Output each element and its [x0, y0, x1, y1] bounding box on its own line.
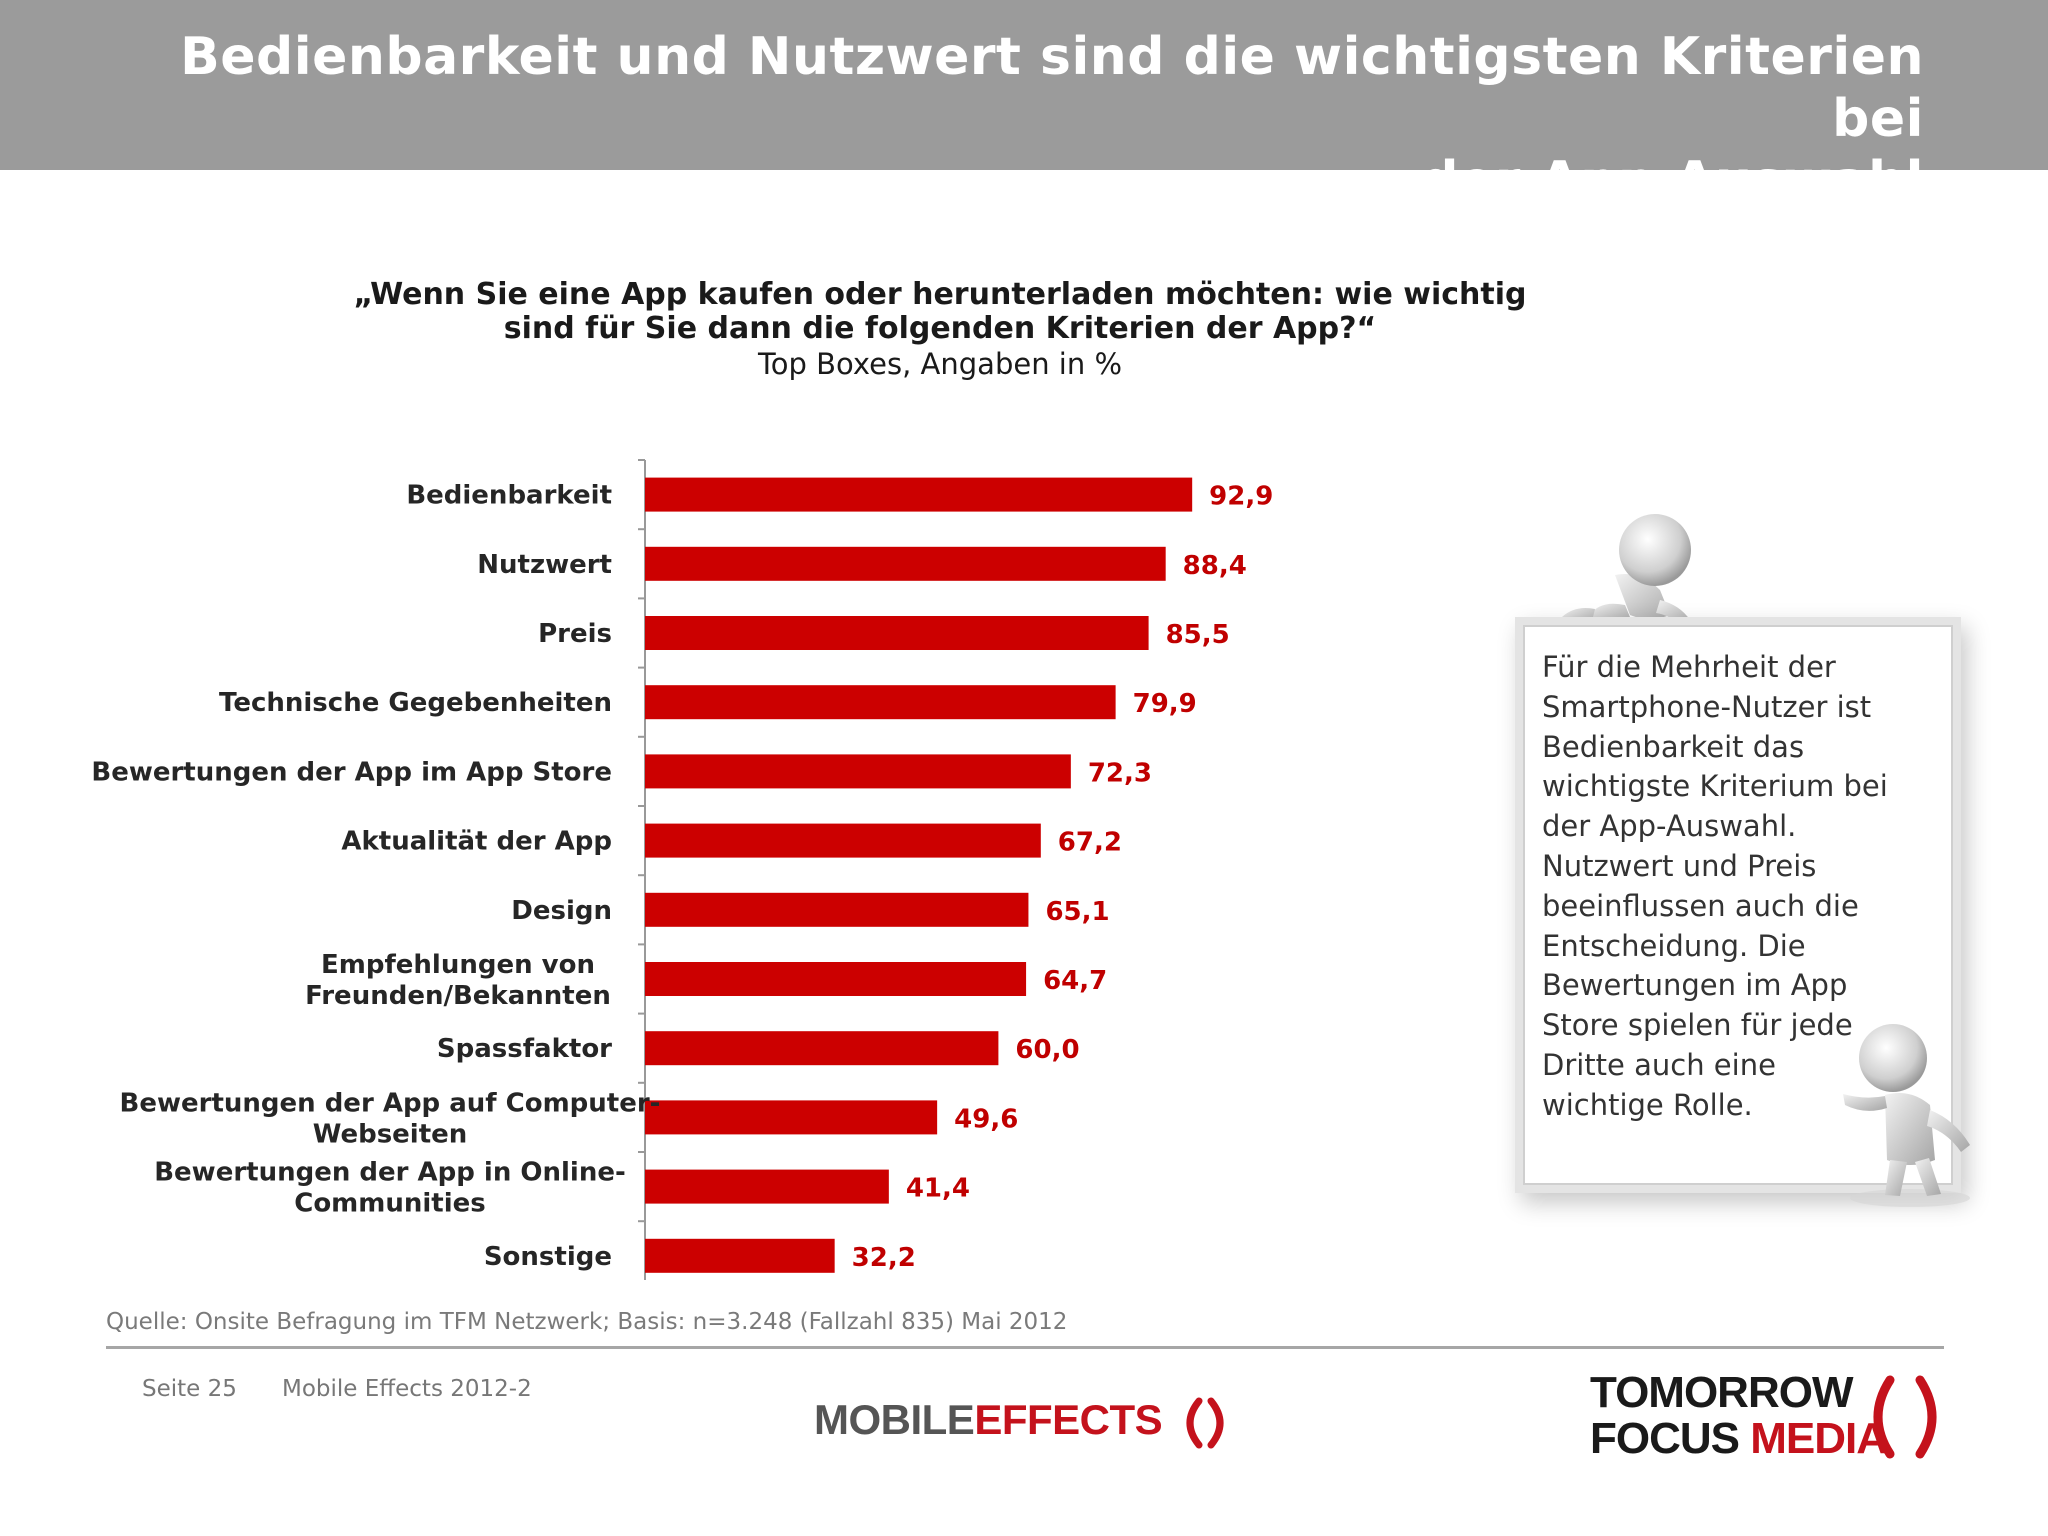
category-label: Aktualität der App — [341, 827, 612, 857]
value-label: 72,3 — [1088, 758, 1152, 788]
bar — [645, 823, 1041, 858]
logo-media-text: MEDIA — [1750, 1414, 1888, 1463]
bar-chart: 92,9 Bedienbarkeit 88,4 Nutzwert 85,5 Preis 79… — [91, 459, 1273, 1280]
bar — [645, 1169, 889, 1204]
bar — [645, 1238, 835, 1273]
note-line: Smartphone-Nutzer ist — [1542, 689, 1872, 724]
tomorrow-focus-media-logo: TOMORROW FOCUS MEDIA — [1590, 1368, 1888, 1463]
logo-tomorrow-text: TOMORROW — [1590, 1368, 1854, 1417]
note-line: wichtige Rolle. — [1542, 1087, 1753, 1122]
category-label: Bewertungen der App auf Computer-Webseit… — [120, 1088, 661, 1149]
value-label: 64,7 — [1043, 966, 1107, 996]
logo-bracket-icon — [1186, 1397, 1224, 1449]
source-note: Quelle: Onsite Befragung im TFM Netzwerk… — [106, 1309, 1068, 1335]
page-title-line2: der App Auswahl — [1421, 151, 1924, 211]
value-label: 41,4 — [906, 1174, 970, 1204]
bar — [645, 685, 1116, 720]
category-label: Preis — [538, 619, 612, 649]
logo-effects-text: EFFECTS — [974, 1396, 1163, 1443]
category-label-line: Bewertungen der App in Online- — [154, 1158, 626, 1188]
note-line: Store spielen für jede — [1542, 1008, 1853, 1043]
bar — [645, 1100, 938, 1135]
note-line: Bewertungen im App — [1542, 968, 1848, 1003]
question-subtitle: Top Boxes, Angaben in % — [757, 347, 1122, 381]
category-label: Sonstige — [484, 1242, 612, 1272]
note-line: Nutzwert und Preis — [1542, 848, 1817, 883]
logo-mobile-text: MOBILE — [814, 1396, 975, 1443]
note-line: Für die Mehrheit der — [1542, 650, 1836, 684]
note-line: der App-Auswahl. — [1542, 809, 1797, 844]
bar — [645, 616, 1149, 650]
category-label-line: Empfehlungen von — [321, 950, 595, 980]
note-line: Dritte auch eine — [1542, 1047, 1776, 1082]
category-label: Empfehlungen von Freunden/Bekannten — [305, 950, 611, 1011]
category-label: Bedienbarkeit — [406, 481, 612, 511]
value-label: 67,2 — [1058, 828, 1122, 858]
value-label: 49,6 — [954, 1104, 1018, 1134]
bar — [645, 1031, 999, 1066]
header-bar: Bedienbarkeit und Nutzwert sind die wich… — [0, 0, 2048, 211]
leaning-figure-illustration — [1843, 1024, 1970, 1207]
page-number: Seite 25 — [142, 1376, 237, 1402]
value-label: 60,0 — [1015, 1035, 1079, 1065]
mobile-effects-logo: MOBILEEFFECTS — [814, 1396, 1233, 1449]
study-name: Mobile Effects 2012-2 — [282, 1376, 532, 1402]
category-label: Technische Gegebenheiten — [219, 688, 612, 718]
page-title: Bedienbarkeit und Nutzwert sind die wich… — [124, 26, 1924, 212]
category-label: Bewertungen der App im App Store — [91, 757, 612, 787]
question-line2: sind für Sie dann die folgenden Kriterie… — [503, 311, 1377, 346]
logo-focus-text: FOCUS — [1590, 1414, 1740, 1463]
note-line: beeinflussen auch die — [1542, 888, 1859, 923]
value-label: 32,2 — [852, 1243, 916, 1273]
category-label: Bewertungen der App in Online-Communitie… — [154, 1158, 626, 1219]
page-title-line1: Bedienbarkeit und Nutzwert sind die wich… — [180, 27, 1924, 149]
category-label: Design — [511, 896, 612, 926]
question-line1: „Wenn Sie eine App kaufen oder herunterl… — [353, 277, 1527, 312]
note-line: wichtigste Kriterium bei — [1542, 769, 1888, 804]
bar — [645, 962, 1027, 996]
note-line: Entscheidung. Die — [1542, 928, 1806, 963]
category-label-line: Freunden/Bekannten — [305, 981, 611, 1011]
value-label: 85,5 — [1166, 620, 1230, 650]
value-label: 88,4 — [1183, 551, 1247, 581]
category-label-line: Communities — [294, 1189, 486, 1219]
bar — [645, 477, 1193, 512]
category-label: Spassfaktor — [437, 1034, 612, 1064]
category-label-line: Bewertungen der App auf Computer- — [120, 1088, 661, 1118]
value-label: 65,1 — [1045, 897, 1109, 927]
category-label: Nutzwert — [477, 550, 612, 580]
bar — [645, 754, 1071, 789]
bar — [645, 892, 1029, 927]
note-text: Für die Mehrheit der Smartphone-Nutzer i… — [1542, 648, 1942, 1126]
category-label-line: Webseiten — [313, 1119, 468, 1149]
tfm-bracket-icon — [1873, 1375, 1937, 1459]
footer-divider — [106, 1346, 1944, 1349]
note-line: Bedienbarkeit das — [1542, 729, 1805, 764]
value-label: 79,9 — [1133, 689, 1197, 719]
value-label: 92,9 — [1209, 482, 1273, 512]
chart-question: „Wenn Sie eine App kaufen oder herunterl… — [340, 278, 1540, 382]
bar — [645, 546, 1166, 581]
